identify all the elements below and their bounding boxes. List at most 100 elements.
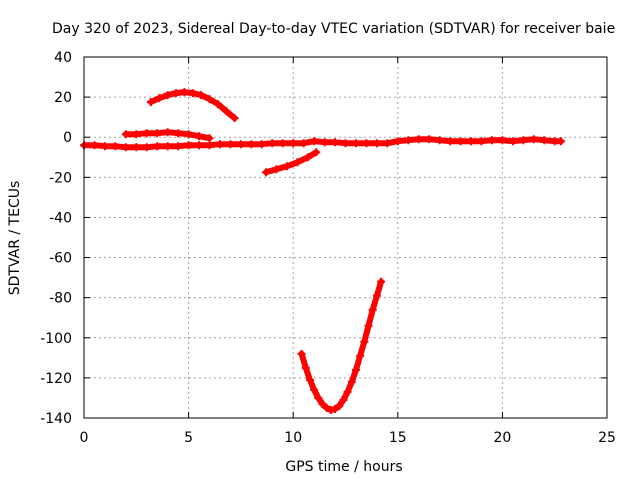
data-point — [372, 139, 381, 148]
x-axis-label: GPS time / hours — [285, 459, 402, 475]
data-point — [372, 291, 381, 300]
data-point — [529, 135, 538, 144]
data-point — [230, 114, 239, 123]
x-tick-label: 15 — [389, 430, 407, 446]
data-point — [163, 91, 172, 100]
data-point — [146, 98, 155, 107]
data-point — [508, 137, 517, 146]
data-point — [257, 140, 266, 149]
data-point — [289, 139, 298, 148]
y-tick-label: -60 — [49, 251, 72, 267]
data-point — [215, 140, 224, 149]
data-point — [142, 129, 151, 138]
y-tick-label: 40 — [54, 50, 72, 66]
y-tick-label: -140 — [40, 411, 72, 427]
data-point — [121, 143, 130, 152]
data-point — [174, 142, 183, 151]
data-point — [205, 141, 214, 150]
data-point — [310, 385, 319, 394]
y-tick-label: -80 — [49, 291, 72, 307]
data-point — [320, 138, 329, 147]
data-point — [362, 139, 371, 148]
grid — [84, 57, 607, 418]
data-point — [132, 130, 141, 139]
data-point — [467, 137, 476, 146]
data-point — [446, 137, 455, 146]
y-tick-label: -40 — [49, 210, 72, 226]
data-point — [180, 88, 189, 97]
x-tick-label: 25 — [598, 430, 616, 446]
data-point — [205, 134, 214, 143]
x-tick-label: 20 — [493, 430, 511, 446]
data-point — [519, 136, 528, 145]
data-point — [331, 404, 340, 413]
data-point — [155, 94, 164, 103]
data-point — [331, 138, 340, 147]
data-point — [301, 363, 310, 372]
data-point — [184, 130, 193, 139]
data-point — [343, 387, 352, 396]
data-point — [456, 137, 465, 146]
data-point — [236, 140, 245, 149]
data-point — [383, 139, 392, 148]
data-point — [213, 100, 222, 109]
series-short-segment — [121, 128, 214, 143]
data-point — [347, 377, 356, 386]
y-tick-label: 20 — [54, 90, 72, 106]
data-point — [339, 395, 348, 404]
y-axis-label: SDTVAR / TECUs — [7, 181, 23, 296]
x-tick-label: 0 — [80, 430, 89, 446]
data-point — [303, 153, 312, 162]
plot-frame — [83, 56, 608, 419]
series-rising-segment — [262, 148, 321, 177]
data-point — [205, 95, 214, 104]
data-point — [310, 137, 319, 146]
axis-ticks: 0 5 10 15 20 25 40 20 0 -20 -40 -60 -80 -100 -120 -140 — [40, 50, 616, 446]
data-point — [335, 401, 344, 410]
data-point — [195, 132, 204, 141]
data-point — [262, 168, 271, 177]
data-point — [435, 136, 444, 145]
x-tick-label: 5 — [184, 430, 193, 446]
data-point — [195, 141, 204, 150]
data-point — [153, 142, 162, 151]
data-point — [222, 107, 231, 116]
data-point — [174, 129, 183, 138]
data-point — [188, 89, 197, 98]
data-point — [356, 351, 365, 360]
data-point — [425, 135, 434, 144]
data-point — [299, 139, 308, 148]
data-point — [341, 139, 350, 148]
data-point — [312, 148, 321, 157]
data-point — [414, 135, 423, 144]
series-upper-arc — [146, 88, 239, 123]
series-main-band — [80, 135, 565, 152]
data-point — [351, 139, 360, 148]
data-point — [184, 141, 193, 150]
data-point — [163, 128, 172, 137]
data-point — [326, 405, 335, 414]
data-point — [121, 130, 130, 139]
data-point — [477, 137, 486, 146]
data-point — [393, 137, 402, 146]
data-point — [293, 158, 302, 167]
data-point — [153, 129, 162, 138]
series-deep-dip — [297, 277, 386, 414]
data-point — [272, 165, 281, 174]
data-point — [322, 403, 331, 412]
data-point — [100, 142, 109, 151]
y-tick-label: 0 — [63, 130, 72, 146]
y-tick-label: -20 — [49, 170, 72, 186]
data-point — [314, 393, 323, 402]
y-tick-label: -100 — [40, 331, 72, 347]
data-point — [163, 142, 172, 151]
data-point — [142, 143, 151, 152]
data-point — [247, 140, 256, 149]
data-point — [487, 136, 496, 145]
data-point — [404, 136, 413, 145]
data-point — [377, 277, 386, 286]
data-point — [364, 321, 373, 330]
data-point — [360, 337, 369, 346]
data-point — [226, 140, 235, 149]
